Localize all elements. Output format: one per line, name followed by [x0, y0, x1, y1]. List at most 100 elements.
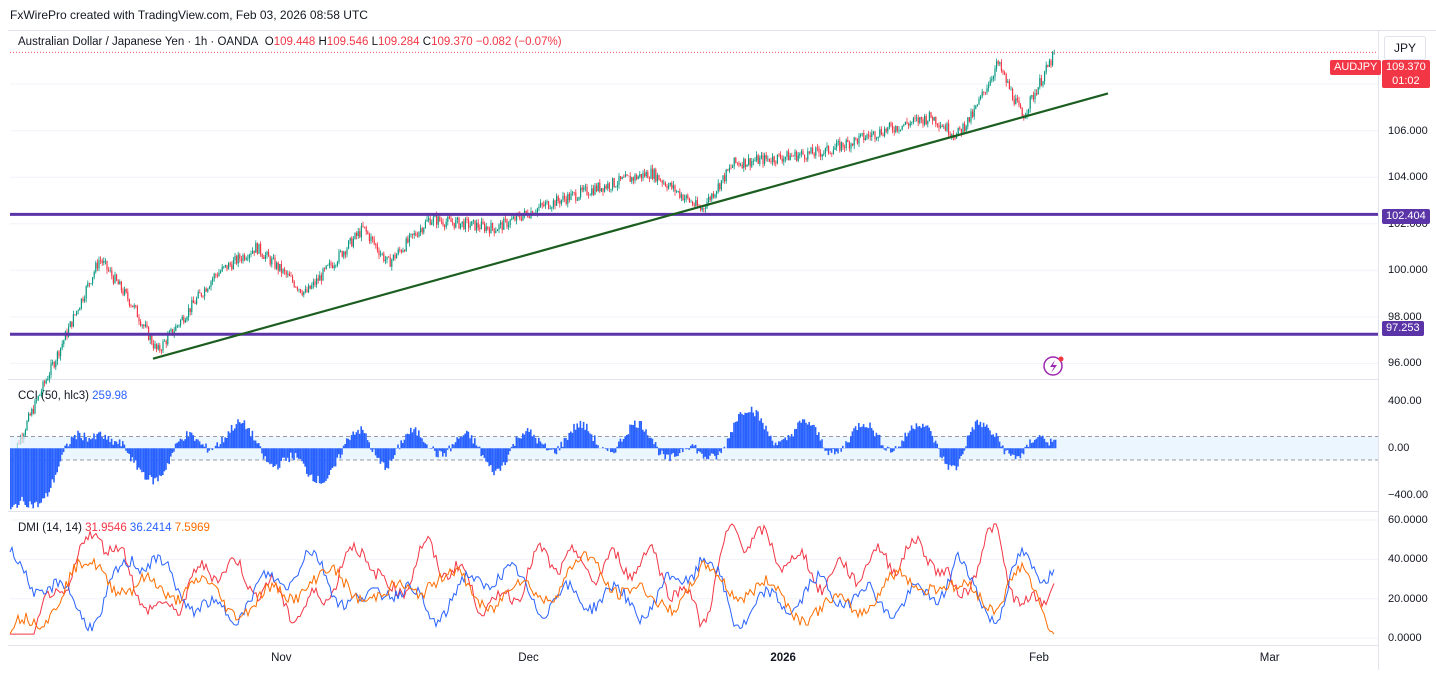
candle-body: [746, 164, 748, 167]
cci-bar: [200, 444, 202, 449]
cci-bar: [771, 440, 774, 449]
candle-body: [672, 185, 674, 189]
candle-body: [621, 177, 623, 180]
cci-bar: [963, 448, 966, 451]
candle-body: [815, 147, 817, 156]
cci-bar: [142, 448, 145, 473]
candle-body: [999, 62, 1001, 64]
ticker-tag: AUDJPY: [1330, 60, 1382, 75]
candle-body: [944, 126, 946, 131]
cci-legend[interactable]: CCI (50, hlc3) 259.98: [18, 390, 128, 402]
candle-body: [93, 271, 95, 278]
cci-bar: [227, 431, 230, 449]
cci-bar: [334, 448, 337, 467]
candle-body: [912, 118, 914, 123]
cci-bar: [206, 448, 209, 453]
currency-button[interactable]: JPY: [1384, 36, 1426, 60]
cci-bar: [88, 438, 90, 449]
cci-bar: [746, 412, 748, 449]
cci-bar: [262, 448, 265, 460]
candle-body: [106, 260, 108, 270]
candle-body: [447, 216, 449, 222]
candle-body: [327, 265, 329, 266]
dmi-legend[interactable]: DMI (14, 14) 31.9546 36.2414 7.5969: [18, 522, 210, 534]
cci-bar: [701, 448, 703, 454]
candle-body: [842, 142, 844, 148]
cci-bar: [696, 448, 698, 454]
cci-bar: [120, 446, 122, 449]
cci-bar: [664, 448, 666, 460]
candle-body: [704, 208, 706, 209]
candle-body: [632, 177, 634, 181]
candle-body: [212, 278, 214, 282]
candle-body: [55, 361, 57, 368]
cci-bar: [853, 428, 855, 449]
cci-bar: [877, 434, 879, 449]
cci-bar: [530, 429, 532, 449]
cci-bar: [763, 429, 766, 449]
candle-body: [245, 258, 247, 260]
candle-body: [261, 254, 263, 258]
candle-body: [316, 278, 318, 285]
cci-bar: [448, 445, 450, 449]
cci-bar: [379, 448, 382, 464]
cci-bar: [269, 448, 271, 465]
cci-bar: [280, 448, 282, 462]
close-value: 109.370: [431, 36, 473, 48]
candle-body: [1044, 72, 1046, 82]
candle-body: [908, 123, 910, 126]
candle-body: [442, 221, 444, 226]
cci-bar: [306, 448, 308, 474]
candle-body: [231, 264, 233, 270]
cci-bar: [266, 448, 268, 462]
candle-body: [607, 183, 609, 189]
candle-body: [1039, 78, 1041, 88]
candle-body: [520, 218, 522, 221]
candle-body: [394, 254, 396, 259]
candle-body: [317, 278, 319, 281]
cci-bar: [104, 434, 106, 449]
candle-body: [623, 177, 625, 178]
cci-bar: [915, 423, 918, 449]
cci-bar: [978, 424, 980, 449]
cci-bar: [1019, 448, 1022, 459]
cci-bar: [837, 448, 839, 454]
candle-body: [888, 123, 890, 128]
candle-body: [978, 98, 980, 105]
cci-band-fill: [10, 436, 1378, 461]
cci-bar: [214, 445, 217, 449]
cci-bar: [806, 424, 809, 449]
candle-body: [684, 198, 686, 201]
pane-divider-dmi: [8, 511, 1378, 512]
candle-body: [805, 159, 807, 160]
cci-bar: [939, 448, 942, 458]
candle-body: [642, 172, 644, 179]
cci-bar: [611, 448, 614, 453]
candle-body: [701, 208, 703, 211]
candle-body: [263, 257, 265, 259]
candle-body: [903, 124, 905, 126]
symbol-name[interactable]: Australian Dollar / Japanese Yen · 1h · …: [18, 36, 259, 48]
candle-body: [570, 193, 572, 200]
cci-bar: [347, 438, 350, 449]
dmi-axis-label: 60.0000: [1388, 513, 1428, 526]
cci-bar: [136, 448, 138, 470]
cci-bar: [445, 448, 447, 457]
candle-body: [821, 154, 823, 157]
candle-body: [525, 210, 527, 213]
symbol-info[interactable]: Australian Dollar / Japanese Yen · 1h · …: [18, 36, 562, 48]
cci-bar: [110, 438, 113, 449]
change-value: −0.082 (−0.07%): [475, 36, 562, 48]
price-axis-label: 100.000: [1388, 264, 1428, 277]
candle-body: [920, 117, 922, 120]
candle-body: [1000, 62, 1002, 71]
candle-body: [244, 254, 246, 260]
cci-bar: [800, 422, 802, 449]
candle-body: [351, 237, 353, 247]
cci-bar: [162, 448, 164, 476]
cci-bar: [150, 448, 153, 478]
candle-body: [183, 316, 185, 323]
cci-bar: [822, 447, 825, 449]
candle-body: [154, 343, 156, 349]
